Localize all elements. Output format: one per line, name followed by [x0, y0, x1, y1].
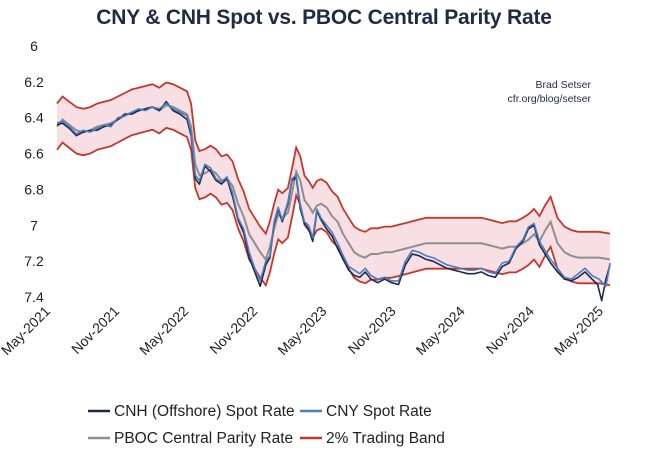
x-tick-label: Nov-2022 [206, 303, 260, 357]
chart-title: CNY & CNH Spot vs. PBOC Central Parity R… [96, 6, 552, 29]
annotation-author: Brad Setser [536, 79, 592, 91]
y-tick-label: 6.8 [24, 181, 44, 197]
y-tick-label: 6 [30, 38, 38, 54]
y-tick-label: 7 [30, 217, 38, 233]
band-upper-line [56, 81, 611, 236]
x-tick-label: Nov-2023 [345, 303, 399, 357]
x-axis: May-2021 Nov-2021 May-2022 Nov-2022 May-2023… [0, 303, 606, 358]
series-group [56, 81, 611, 302]
legend-label-cnh: CNH (Offshore) Spot Rate [114, 403, 295, 420]
x-tick-label: May-2021 [0, 303, 53, 358]
y-tick-label: 6.6 [24, 146, 44, 162]
y-axis: 6 6.2 6.4 6.6 6.8 7 7.2 7.4 [24, 38, 44, 305]
x-tick-label: Nov-2024 [483, 303, 537, 357]
cny-line [56, 102, 611, 288]
legend-label-band: 2% Trading Band [326, 430, 445, 447]
x-tick-label: May-2022 [136, 303, 191, 358]
y-tick-label: 7.4 [24, 289, 44, 305]
x-tick-label: May-2025 [551, 303, 606, 358]
x-tick-label: Nov-2021 [68, 303, 122, 357]
legend-label-parity: PBOC Central Parity Rate [114, 430, 293, 447]
y-tick-label: 6.2 [24, 74, 44, 90]
band-lower-line [56, 126, 611, 288]
annotation-url: cfr.org/blog/setser [508, 93, 592, 105]
x-tick-label: May-2023 [274, 303, 329, 358]
x-tick-label: May-2024 [413, 303, 468, 358]
legend-label-cny: CNY Spot Rate [326, 403, 432, 420]
band-fill [57, 82, 610, 286]
legend: CNH (Offshore) Spot Rate CNY Spot Rate P… [88, 403, 445, 447]
y-tick-label: 7.2 [24, 253, 44, 269]
y-tick-label: 6.4 [24, 110, 44, 126]
